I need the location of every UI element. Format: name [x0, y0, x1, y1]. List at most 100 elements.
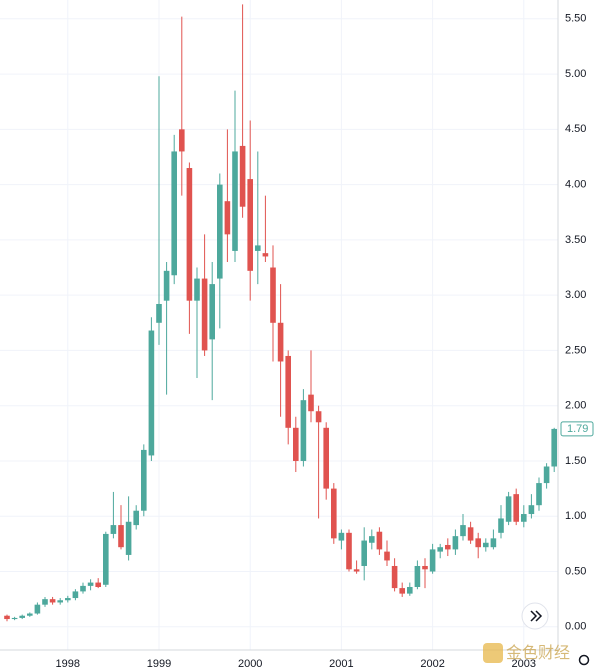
candle-body: [315, 411, 322, 423]
x-tick-label: 1999: [147, 658, 171, 670]
candle-body: [201, 278, 208, 351]
y-tick-label: 1.50: [565, 455, 586, 467]
candle-body: [391, 565, 398, 589]
candle-body: [285, 355, 291, 428]
candle-body: [331, 488, 337, 539]
candle-body: [270, 267, 276, 323]
candle-body: [217, 184, 223, 279]
candle-body: [262, 253, 269, 257]
y-tick-label: 4.00: [565, 179, 586, 191]
settings-icon[interactable]: [578, 654, 590, 666]
candle-body: [4, 615, 10, 620]
watermark: 金色财经: [483, 643, 570, 663]
candle-body: [308, 394, 314, 412]
candle-body: [224, 201, 231, 235]
candle-body: [498, 518, 504, 533]
y-tick-label: 3.50: [565, 234, 586, 246]
y-tick-label: 3.00: [565, 289, 586, 301]
axes: 0.00 0.50 1.00 1.50 2.00 2.50 3.00 3.50 4.00 4.50…: [56, 13, 594, 670]
x-tick-label: 2001: [329, 658, 353, 670]
candle-body: [141, 449, 147, 511]
candle-body: [521, 514, 527, 522]
candle-body: [49, 599, 56, 603]
y-tick-label: 0.00: [565, 621, 586, 633]
candle-body: [27, 613, 33, 616]
candle-body: [437, 547, 443, 552]
candles: [4, 4, 557, 622]
candle-body: [171, 151, 177, 276]
candle-body: [239, 145, 246, 207]
candle-body: [57, 600, 63, 603]
candle-body: [103, 533, 109, 585]
candle-body: [429, 549, 436, 572]
candle-body: [179, 129, 185, 152]
candle-body: [277, 322, 284, 362]
candle-body: [34, 604, 41, 614]
candle-body: [163, 270, 170, 301]
candle-body: [19, 615, 25, 618]
candle-body: [80, 585, 86, 592]
candle-body: [513, 494, 519, 522]
candle-body: [551, 428, 557, 467]
candle-body: [11, 617, 18, 620]
candle-body: [323, 427, 329, 489]
candle-body: [247, 179, 253, 271]
x-tick-label: 2002: [420, 658, 444, 670]
candle-body: [118, 525, 124, 548]
candle-body: [346, 532, 352, 570]
x-tick-label: 1998: [56, 658, 80, 670]
candle-body: [452, 536, 459, 550]
candle-body: [338, 532, 345, 541]
candle-body: [209, 284, 215, 340]
candle-body: [353, 569, 360, 572]
candle-body: [42, 599, 48, 605]
y-tick-label: 2.50: [565, 344, 586, 356]
candle-body: [460, 525, 466, 537]
candle-body: [414, 565, 421, 587]
candle-body: [156, 303, 162, 323]
candle-body: [110, 525, 117, 534]
candle-body: [95, 582, 101, 587]
candle-body: [125, 521, 132, 555]
candle-body: [399, 588, 405, 594]
candle-body: [293, 427, 299, 461]
y-tick-label: 2.00: [565, 400, 586, 412]
y-tick-label: 5.50: [565, 13, 586, 25]
watermark-logo: [483, 643, 503, 663]
candle-body: [422, 565, 428, 570]
candle-body: [505, 496, 512, 522]
candle-body: [445, 544, 451, 550]
candle-body: [133, 510, 139, 526]
last-price-label: 1.79: [567, 423, 588, 435]
y-tick-label: 5.00: [565, 68, 586, 80]
candle-body: [490, 538, 497, 548]
candle-body: [194, 278, 200, 301]
candle-body: [361, 540, 367, 566]
candle-body: [536, 483, 542, 506]
candle-body: [376, 531, 383, 550]
candle-body: [65, 598, 71, 601]
candle-body: [72, 591, 79, 599]
candle-body: [467, 527, 474, 541]
x-tick-label: 2000: [238, 658, 262, 670]
candle-body: [232, 151, 238, 251]
candle-body: [255, 245, 261, 251]
candle-body: [300, 400, 307, 461]
x-tick-label: 2003: [512, 658, 536, 670]
candle-body: [87, 582, 94, 586]
candle-body: [148, 330, 155, 456]
candle-body: [475, 538, 481, 548]
candle-body: [384, 551, 390, 561]
candle-body: [186, 168, 193, 301]
candle-body: [528, 505, 535, 515]
y-tick-label: 4.50: [565, 123, 586, 135]
y-tick-label: 0.50: [565, 565, 586, 577]
last-price-box: [560, 421, 594, 437]
candle-body: [483, 542, 489, 548]
candle-body: [369, 536, 375, 543]
y-tick-label: 1.00: [565, 510, 586, 522]
candle-body: [543, 466, 550, 484]
watermark-text: 金色财经: [506, 644, 570, 662]
scroll-icon: [530, 610, 543, 622]
